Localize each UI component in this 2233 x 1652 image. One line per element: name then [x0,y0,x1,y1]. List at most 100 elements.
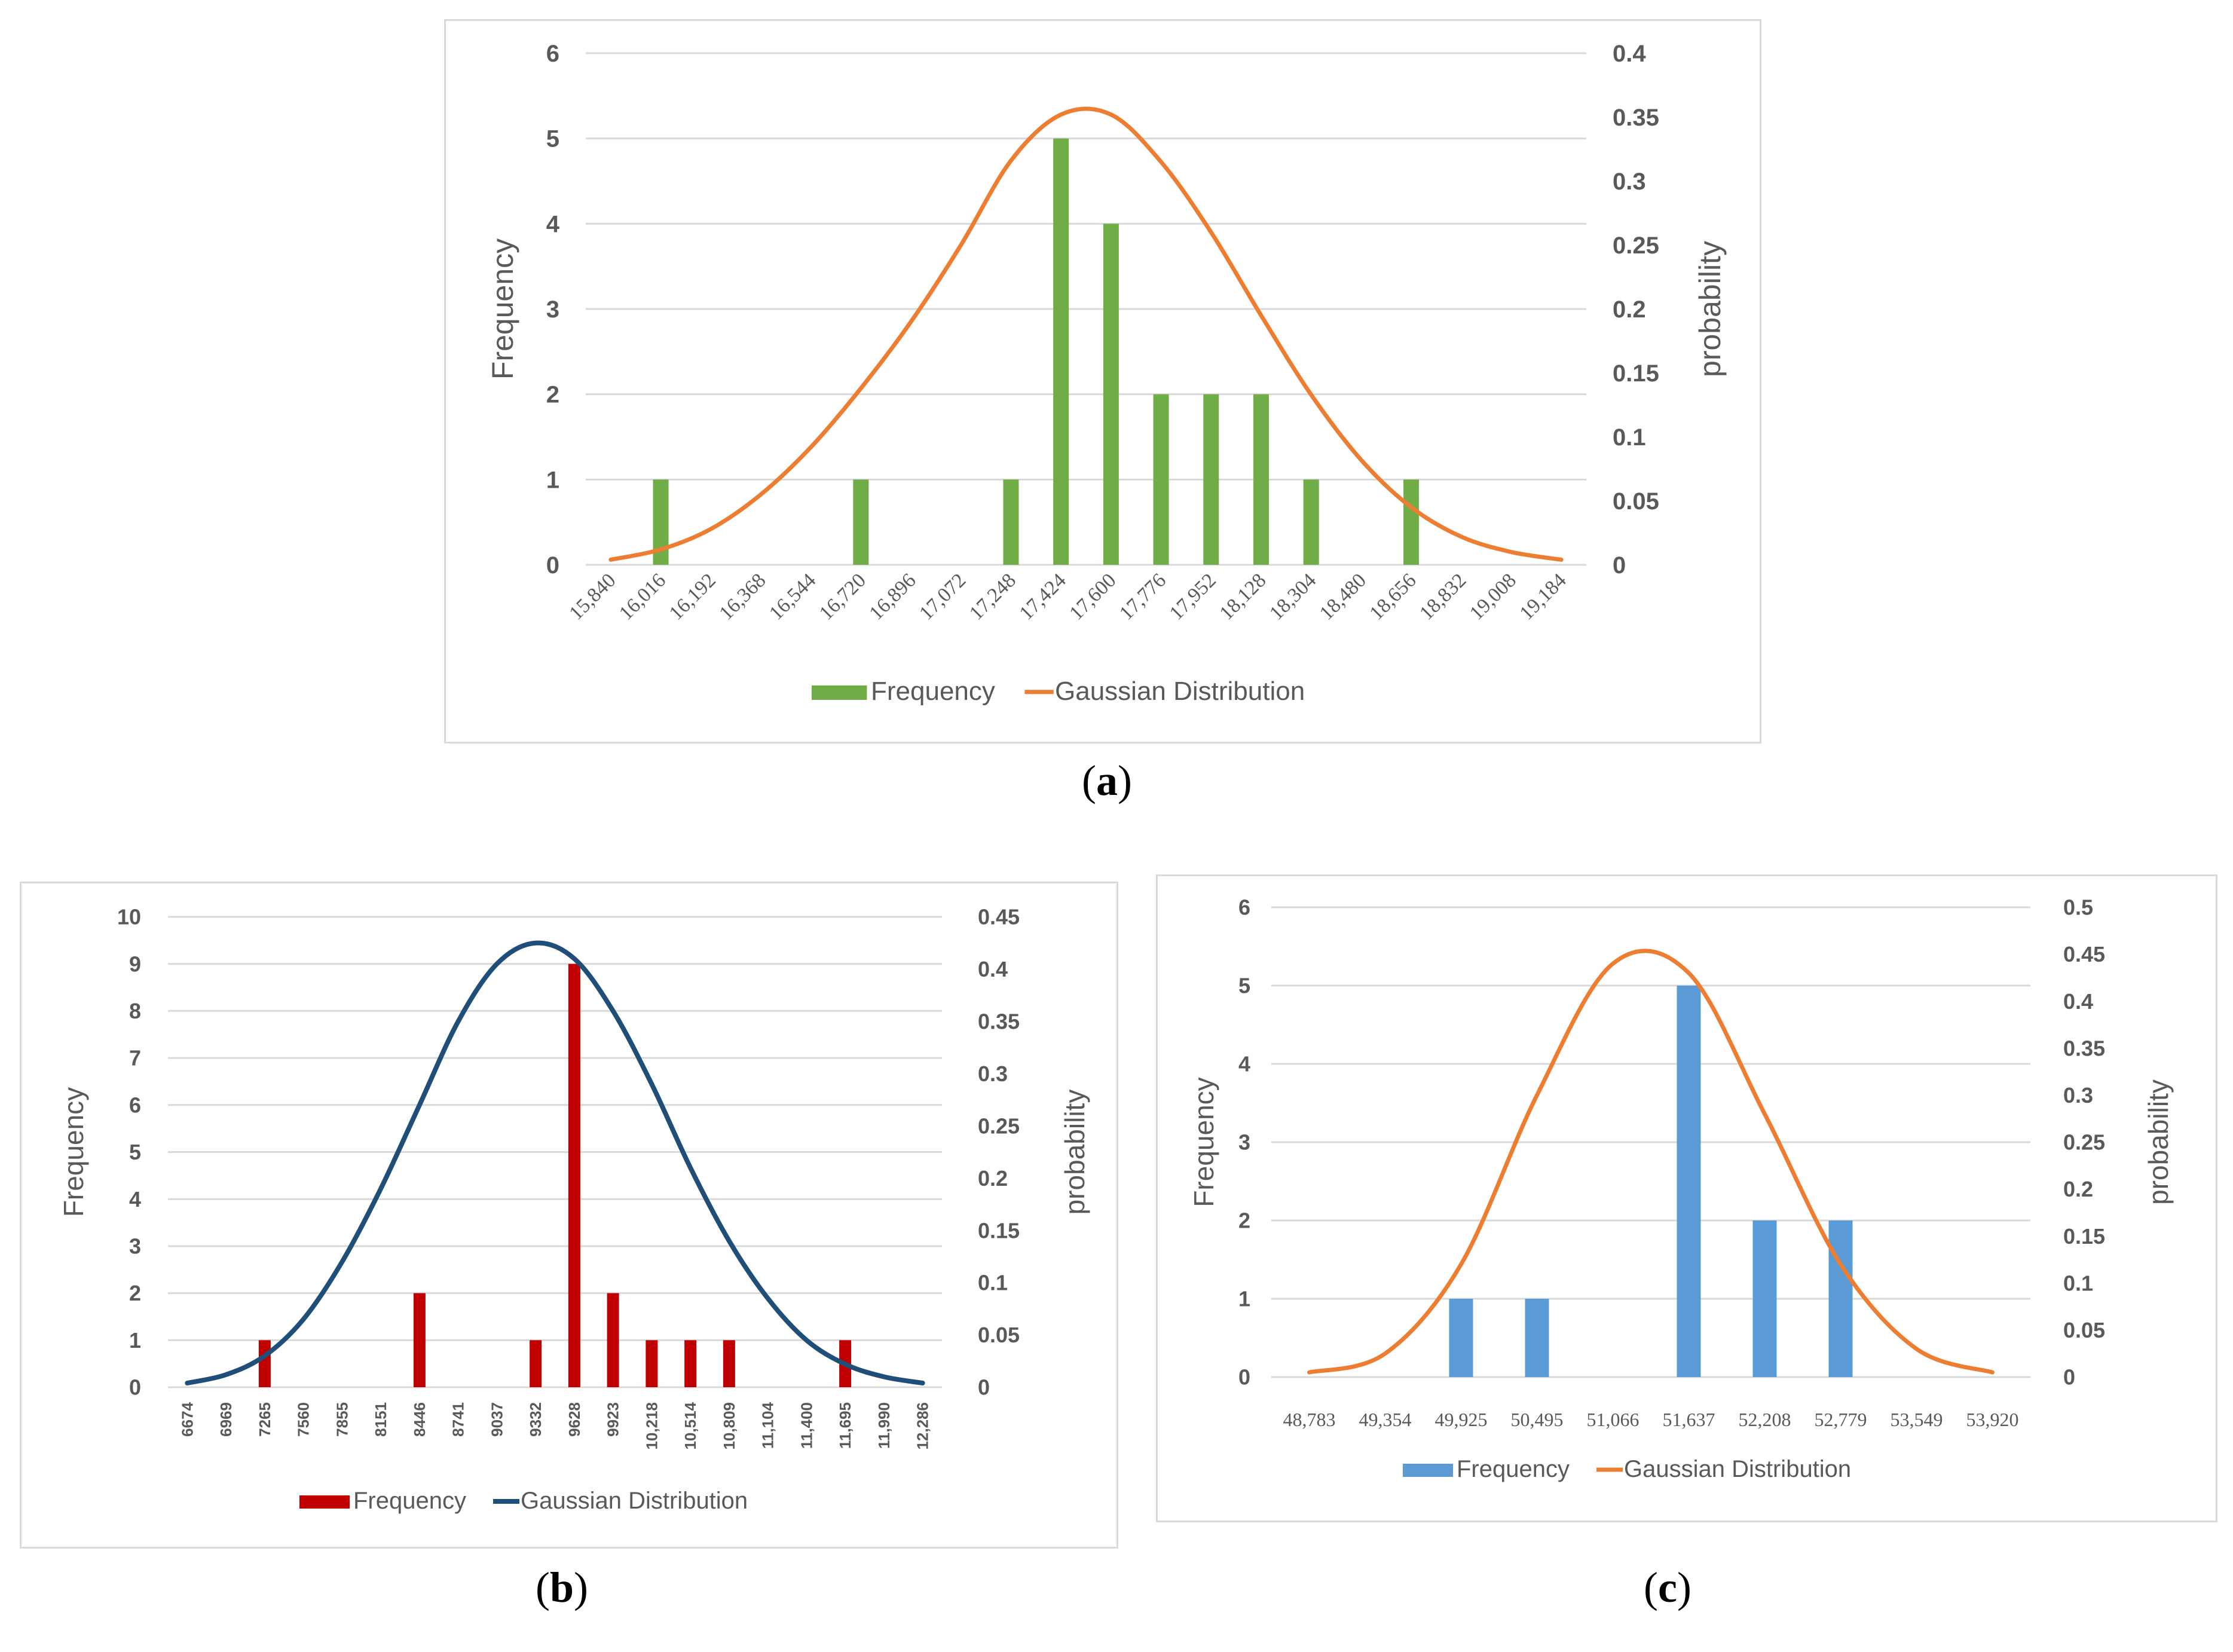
bar [684,1340,697,1387]
y2-tick-label: 0 [2063,1365,2075,1390]
bar [1449,1299,1473,1377]
caption-a-text: (a) [1082,757,1132,804]
y2-tick-label: 0.35 [978,1009,1020,1033]
y2-tick-label: 0.05 [1613,488,1659,515]
y2-tick-label: 0.5 [2063,895,2093,920]
y2-tick-label: 0 [978,1375,990,1400]
chart-b: 0 1 2 3 4 5 6 7 8 9 10 0 0.05 0.1 0.15 0.2 0.25 0.3 0.35 0.… [58,905,1090,1514]
bar [1525,1299,1549,1377]
bar [1253,394,1269,565]
legend-gaussian-label: Gaussian Distribution [521,1488,748,1514]
x-tick-label: 16,016 [615,569,670,624]
caption-a: (a) [1017,756,1197,806]
y2-tick-label: 0.3 [2063,1083,2093,1108]
y-tick-label: 5 [129,1140,141,1164]
chart-panel-b: 0 1 2 3 4 5 6 7 8 9 10 0 0.05 0.1 0.15 0.2 0.25 0.3 0.35 0.… [20,882,1118,1549]
x-tick-label: 7560 [295,1402,313,1437]
bar [1828,1220,1853,1377]
x-tick-label: 9332 [527,1402,545,1437]
x-tick-label: 53,920 [1966,1409,2019,1430]
x-tick-label: 18,480 [1316,569,1371,624]
legend-frequency-label: Frequency [871,677,995,706]
y-tick-label: 2 [1238,1209,1250,1233]
x-tick-label: 6674 [178,1402,196,1436]
chart-a: 0 1 2 3 4 5 6 0 0.05 0.1 0.15 0.2 0.25 0.3 0.35 0.4 Freq… [486,41,1727,706]
y2-tick-label: 0 [1613,552,1626,579]
x-tick-label: 51,637 [1663,1409,1715,1430]
x-tick-label: 9628 [565,1402,583,1437]
x-tick-label: 7855 [333,1402,351,1437]
x-tick-label: 16,720 [815,569,870,624]
x-tick-label: 8151 [372,1402,390,1437]
x-tick-label: 11,990 [875,1402,893,1449]
x-tick-label: 17,776 [1115,569,1170,624]
x-tick-label: 17,072 [915,569,970,624]
y-tick-label: 6 [129,1093,141,1117]
bar [1003,479,1019,565]
y2-tick-label: 0.2 [1613,296,1646,323]
y-tick-label: 3 [129,1234,141,1259]
y2-tick-label: 0.3 [1613,169,1646,195]
y2-tick-label: 0.3 [978,1061,1008,1086]
chart-panel-a: 0 1 2 3 4 5 6 0 0.05 0.1 0.15 0.2 0.25 0.3 0.35 0.4 Freq… [444,19,1761,744]
x-tick-label: 8446 [411,1402,429,1437]
y2-tick-label: 0.4 [1613,41,1646,67]
x-tick-label: 10,514 [681,1402,699,1449]
x-tick-label: 49,354 [1359,1409,1412,1430]
y2-tick-label: 0.35 [2063,1036,2105,1060]
caption-c: (c) [1578,1563,1757,1613]
x-tick-label: 52,779 [1815,1409,1867,1430]
bar [723,1340,735,1387]
caption-c-text: (c) [1644,1564,1691,1611]
y-tick-label: 6 [1238,895,1250,920]
x-tick-label: 11,695 [836,1402,854,1449]
x-tick-label: 11,104 [759,1402,777,1449]
y2-tick-label: 0.4 [978,957,1008,981]
y-tick-label: 9 [129,952,141,976]
x-tick-label: 8741 [449,1402,467,1437]
legend-gaussian-label: Gaussian Distribution [1624,1456,1851,1482]
y2-tick-label: 0.25 [1613,232,1659,259]
y2-tick-label: 0.15 [1613,360,1659,387]
y2-tick-label: 0.4 [2063,989,2093,1014]
x-tick-label: 10,218 [643,1402,660,1450]
x-tick-label: 7265 [256,1402,274,1437]
y2-tick-label: 0.15 [2063,1224,2105,1249]
y2-tick-label: 0.1 [978,1271,1008,1295]
y-tick-label: 5 [1238,974,1250,998]
y2-tick-label: 0.25 [2063,1130,2105,1155]
x-tick-label: 18,832 [1415,569,1470,624]
legend-frequency-label: Frequency [1457,1456,1570,1482]
x-tick-label: 16,896 [865,569,920,624]
y2-tick-label: 0.2 [978,1166,1008,1191]
x-tick-label: 18,128 [1215,569,1270,624]
gridlines [1271,906,2030,1378]
y-tick-label: 0 [129,1375,141,1400]
gridlines [586,52,1586,566]
x-tick-label: 16,368 [715,569,770,624]
caption-b-text: (b) [535,1564,588,1611]
x-tick-label: 16,192 [665,569,720,624]
y2-tick-label: 0.1 [2063,1271,2093,1295]
y-tick-label: 8 [129,999,141,1023]
y2-tick-label: 0.45 [978,905,1020,929]
bar [853,479,869,565]
y2-tick-label: 0.2 [2063,1177,2093,1201]
chart-c: 0 1 2 3 4 5 6 0 0.05 0.1 0.15 0.2 0.25 0.3 0.35 0.4 0.45… [1188,895,2174,1482]
legend-frequency-label: Frequency [353,1488,466,1514]
x-tick-label: 17,248 [965,569,1020,624]
y-tick-label: 10 [117,905,141,929]
x-tick-label: 10,809 [720,1402,738,1450]
legend-frequency-swatch [1403,1464,1453,1477]
bar [258,1340,271,1387]
y-tick-label: 3 [546,296,559,323]
y-tick-label: 5 [546,126,559,152]
bar [607,1293,619,1387]
bar [1677,986,1701,1377]
x-tick-label: 18,656 [1365,569,1420,624]
y2-tick-label: 0.35 [1613,105,1659,131]
x-tick-label: 9037 [488,1402,506,1437]
gaussian-line [608,106,1564,562]
y2-tick-label: 0.15 [978,1218,1020,1243]
x-tick-label: 6969 [217,1402,235,1437]
